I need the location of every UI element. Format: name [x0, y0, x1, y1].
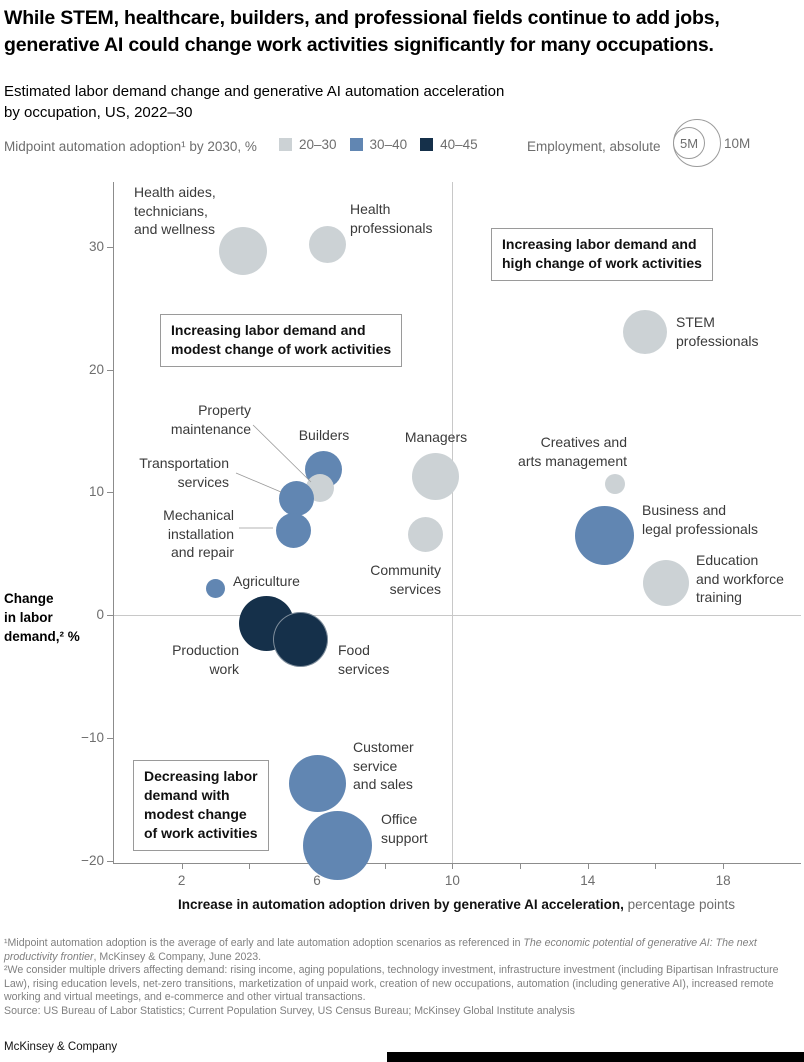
footnote-2: ²We consider multiple drivers affecting …: [4, 964, 779, 1003]
y-tick-label: −10: [81, 729, 104, 745]
bubble-label-food-services: Food services: [338, 642, 390, 677]
bubble-managers: [412, 452, 459, 500]
employment-10m-label: 10M: [724, 136, 751, 151]
x-tick: [723, 863, 725, 869]
bubble-label-production-work: Production work: [172, 642, 239, 677]
bubble-label-education-workforce-training: Education and workforce training: [696, 552, 784, 605]
x-tick: [249, 863, 251, 869]
reference-line-y0: [114, 615, 801, 617]
bubble-label-agriculture: Agriculture: [233, 573, 300, 589]
bubble-label-customer-service-sales: Customer service and sales: [353, 739, 414, 792]
bubble-education-workforce-training: [642, 560, 689, 607]
bubble-label-builders: Builders: [298, 427, 350, 443]
x-tick: [452, 863, 454, 869]
y-tick: [107, 247, 113, 249]
y-tick-label: 30: [88, 239, 104, 255]
bubble-label-managers: Managers: [404, 429, 468, 445]
y-tick-label: 20: [88, 361, 104, 377]
x-tick: [384, 863, 386, 869]
x-tick: [520, 863, 522, 869]
x-tick: [655, 863, 657, 869]
y-tick-label: −20: [81, 852, 104, 868]
bubble-office-support: [302, 811, 372, 881]
y-tick-label: 0: [96, 607, 104, 623]
bubble-customer-service-sales: [288, 754, 346, 812]
bubble-label-stem-professionals: STEM professionals: [676, 314, 759, 349]
bubble-label-mechanical-installation-repair: Mechanical installation and repair: [163, 507, 234, 560]
legend-swatch-20–30: [279, 138, 292, 151]
y-tick: [107, 737, 113, 739]
bubble-agriculture: [206, 578, 226, 598]
bubble-label-health-professionals: Health professionals: [350, 201, 433, 236]
bubble-food-services: [272, 612, 328, 668]
quadrant-increasing-modest: Increasing labor demand and modest chang…: [160, 314, 403, 367]
employment-5m-circle: 5M: [673, 127, 705, 159]
legend-swatch-40–45: [420, 138, 434, 151]
source-line: Source: US Bureau of Labor Statistics; C…: [4, 1004, 575, 1017]
bubble-chart-plot-area: 2 6 10 14 18 30 20 10 0 −10 −20 Health aides, techn…: [81, 182, 801, 888]
x-tick-label: 18: [715, 873, 731, 888]
bubble-label-community-services: Community services: [370, 562, 441, 597]
bubble-label-transportation-services: Transportation services: [139, 455, 229, 490]
adoption-legend-label: Midpoint automation adoption¹ by 2030, %: [4, 139, 257, 154]
employment-legend-label: Employment, absolute: [527, 139, 661, 154]
bubble-business-legal-professionals: [575, 505, 635, 565]
mckinsey-brand: McKinsey & Company: [4, 1041, 118, 1053]
bubble-label-creatives-arts-management: Creatives and arts management: [518, 434, 627, 469]
x-axis-title-main: Increase in automation adoption driven b…: [178, 897, 624, 912]
leader-line-property-maintenance: [252, 424, 312, 483]
legend-swatch-30–40: [349, 138, 363, 151]
leader-lines: [235, 424, 312, 529]
bubble-mechanical-installation-repair: [275, 512, 311, 548]
x-tick-label: 2: [177, 873, 186, 888]
x-tick-label: 6: [313, 873, 321, 888]
x-tick-label: 14: [580, 873, 596, 888]
x-tick: [181, 863, 183, 869]
page-title: While STEM, healthcare, builders, and pr…: [4, 7, 720, 56]
reference-line-x10: [452, 182, 454, 863]
footnotes: ¹Midpoint automation adoption is the ave…: [4, 937, 798, 1018]
legend-bucket-label: 30–40: [369, 137, 408, 152]
y-tick: [107, 860, 113, 862]
y-tick-label: 10: [88, 484, 104, 500]
legend-bucket-label: 40–45: [440, 137, 478, 152]
legend-bucket-label: 20–30: [299, 137, 337, 152]
y-tick: [107, 615, 113, 617]
quadrant-increasing-high: Increasing labor demand and high change …: [491, 228, 713, 281]
bubble-label-health-aides-technicians-wellness: Health aides, technicians, and wellness: [134, 184, 216, 237]
y-tick: [107, 492, 113, 494]
chart-subtitle: Estimated labor demand change and genera…: [4, 83, 505, 121]
bubble-label-office-support: Office support: [381, 811, 428, 846]
bubble-community-services: [407, 516, 443, 552]
y-axis-title: Change in labor demand,² %: [4, 591, 80, 644]
bubble-transportation-services: [279, 481, 315, 517]
x-axis-title: Increase in automation adoption driven b…: [113, 897, 800, 912]
bubble-creatives-arts-management: [604, 473, 625, 494]
x-tick-label: 10: [444, 873, 460, 888]
bubble-health-aides-technicians-wellness: [218, 226, 267, 275]
footnote-1: ¹Midpoint automation adoption is the ave…: [4, 937, 757, 963]
bubble-stem-professionals: [623, 309, 668, 354]
bubble-label-business-legal-professionals: Business and legal professionals: [642, 502, 758, 537]
y-tick: [107, 369, 113, 371]
x-tick: [587, 863, 589, 869]
bubble-health-professionals: [308, 226, 346, 264]
leader-line-transportation-services: [235, 472, 282, 493]
x-axis-title-unit: percentage points: [623, 897, 735, 912]
footer-bar: [387, 1052, 804, 1062]
adoption-legend-buckets: 20–30 30–40 40–45: [279, 137, 491, 152]
bubble-label-property-maintenance: Property maintenance: [170, 402, 251, 437]
quadrant-decreasing-modest: Decreasing labor demand with modest chan…: [133, 760, 269, 851]
